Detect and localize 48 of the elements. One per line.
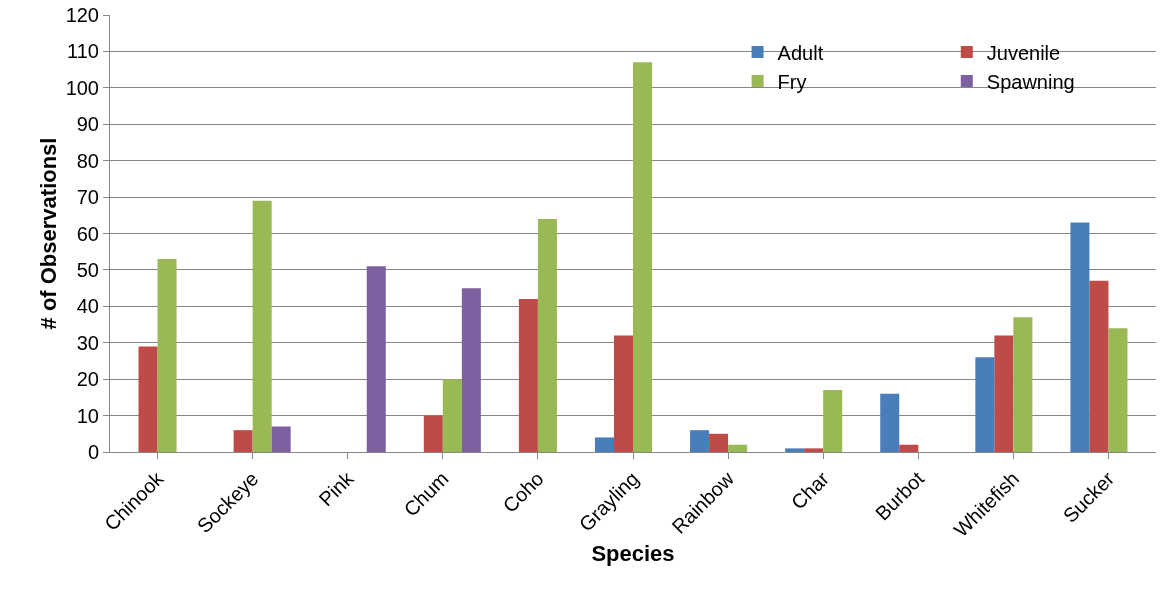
legend-label: Fry <box>777 70 807 93</box>
y-tick-label: 20 <box>76 368 99 391</box>
y-tick-label: 0 <box>87 441 99 463</box>
y-tick-label: 120 <box>65 4 99 26</box>
bar <box>594 437 614 452</box>
bar <box>709 433 729 452</box>
bar <box>461 288 481 452</box>
bar <box>1013 317 1033 452</box>
x-axis-title: Species <box>591 540 675 566</box>
bar <box>271 426 291 452</box>
bar <box>804 448 824 452</box>
bar <box>1089 280 1109 452</box>
y-tick-label: 90 <box>76 113 99 136</box>
bar <box>880 393 900 452</box>
bar <box>975 357 995 452</box>
legend-label: Adult <box>777 41 824 64</box>
bar <box>366 266 386 452</box>
y-tick-label: 80 <box>76 149 99 172</box>
bar <box>994 335 1014 452</box>
bar <box>633 62 653 452</box>
bar <box>1108 328 1128 452</box>
bar <box>442 379 462 452</box>
y-tick-label: 50 <box>76 258 99 281</box>
bar <box>728 444 748 452</box>
bar <box>537 218 557 452</box>
y-tick-label: 70 <box>76 186 99 209</box>
bar <box>157 258 177 452</box>
y-tick-label: 40 <box>76 295 99 318</box>
bar <box>899 444 919 452</box>
y-axis-title: # of Observationsl <box>36 137 61 330</box>
legend-label: Spawning <box>986 70 1075 93</box>
bar <box>613 335 633 452</box>
bar <box>423 415 443 452</box>
bar <box>138 346 158 452</box>
bar <box>1070 222 1090 452</box>
bar <box>233 430 253 452</box>
bar <box>518 299 538 452</box>
x-tick-label: Pink <box>314 466 359 511</box>
bar <box>690 430 710 452</box>
y-tick-label: 60 <box>76 222 99 245</box>
bar <box>823 390 843 452</box>
bar <box>252 200 272 452</box>
bar <box>785 448 805 452</box>
y-tick-label: 100 <box>65 76 99 99</box>
y-tick-label: 110 <box>67 40 99 63</box>
legend-label: Juvenile <box>986 41 1061 64</box>
y-tick-label: 10 <box>76 404 99 427</box>
y-tick-label: 30 <box>76 331 99 354</box>
